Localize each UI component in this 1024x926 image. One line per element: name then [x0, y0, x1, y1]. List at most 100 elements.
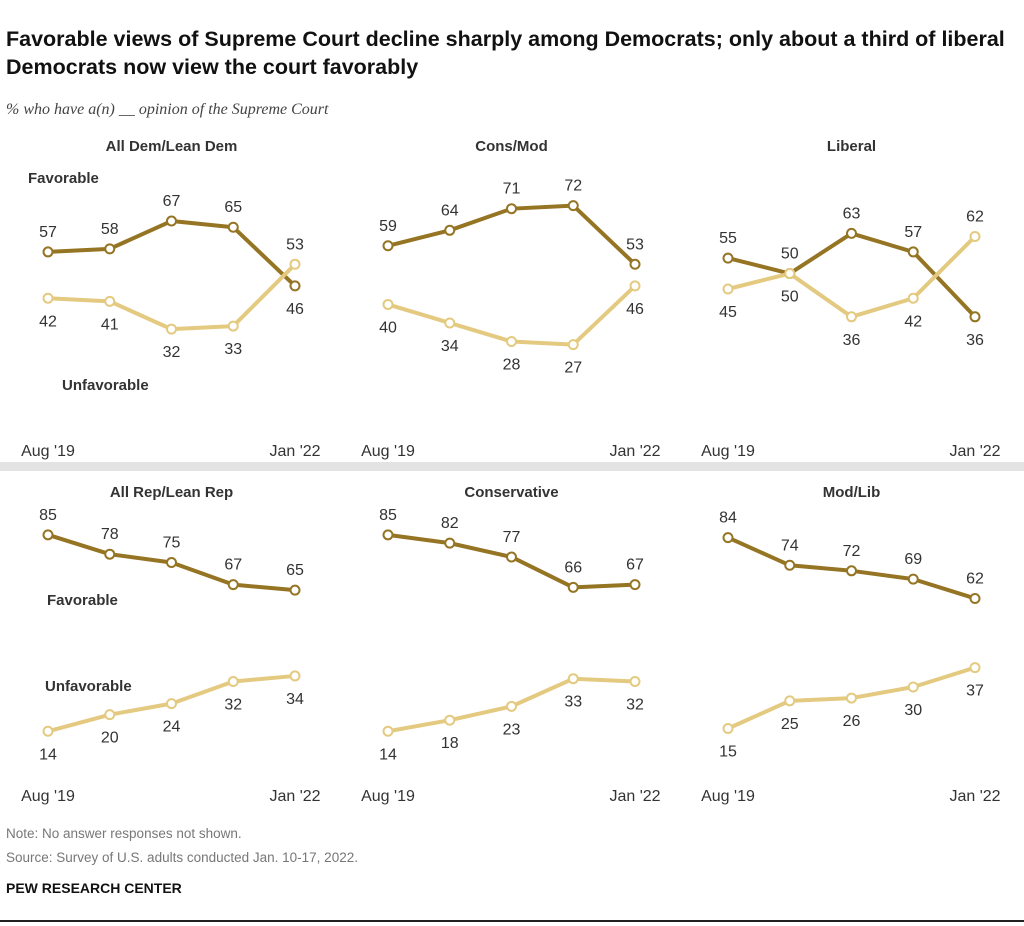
- data-label: 18: [441, 735, 459, 752]
- data-label: 72: [564, 178, 582, 195]
- data-label: 36: [966, 332, 984, 349]
- legend-label: Unfavorable: [45, 678, 132, 695]
- data-label: 23: [503, 721, 521, 738]
- data-label: 24: [163, 719, 181, 736]
- data-label: 82: [441, 515, 459, 532]
- line: [47, 219, 297, 288]
- data-label: 50: [781, 289, 799, 306]
- marker: [969, 230, 981, 242]
- marker: [166, 215, 177, 227]
- data-label: 14: [379, 746, 397, 763]
- data-label: 33: [224, 341, 242, 358]
- marker: [567, 673, 579, 685]
- line: [387, 284, 637, 347]
- data-label: 42: [39, 313, 57, 330]
- data-label: 62: [966, 208, 984, 225]
- data-label: 57: [39, 224, 57, 241]
- data-label: 67: [163, 193, 181, 210]
- data-label: 25: [781, 716, 799, 733]
- data-label: 53: [626, 236, 644, 253]
- data-label: 32: [224, 696, 242, 713]
- marker: [567, 581, 579, 593]
- data-label: 69: [904, 551, 922, 568]
- panel-title: Conservative: [464, 484, 558, 501]
- data-label: 37: [966, 683, 984, 700]
- data-label: 46: [286, 301, 304, 318]
- x-tick-label: Jan '22: [609, 443, 660, 460]
- data-label: 42: [904, 313, 922, 330]
- marker: [846, 311, 857, 323]
- note: Note: No answer responses not shown.: [6, 826, 242, 841]
- data-label: 14: [39, 746, 57, 763]
- x-tick-label: Aug '19: [361, 443, 415, 460]
- marker: [289, 258, 301, 270]
- data-label: 32: [626, 696, 644, 713]
- data-label: 32: [163, 344, 181, 361]
- marker: [382, 240, 394, 252]
- data-label: 28: [503, 357, 521, 374]
- x-tick-label: Aug '19: [21, 788, 75, 805]
- marker: [104, 548, 116, 560]
- marker: [846, 565, 857, 577]
- data-label: 72: [843, 543, 861, 560]
- marker: [104, 709, 116, 721]
- marker: [227, 675, 239, 687]
- marker: [846, 692, 857, 704]
- marker: [629, 579, 641, 591]
- data-label: 20: [101, 730, 119, 747]
- data-label: 45: [719, 304, 737, 321]
- data-label: 75: [163, 535, 181, 552]
- legend-label: Unfavorable: [62, 377, 149, 394]
- marker: [969, 662, 981, 674]
- legend-label: Favorable: [47, 592, 118, 609]
- panel-title: Liberal: [827, 138, 876, 155]
- marker: [382, 725, 394, 737]
- data-label: 34: [286, 691, 304, 708]
- marker: [969, 592, 981, 604]
- marker: [722, 723, 734, 734]
- marker: [784, 268, 796, 280]
- data-label: 71: [503, 181, 521, 198]
- marker: [166, 557, 177, 568]
- data-label: 65: [224, 199, 242, 216]
- marker: [166, 323, 177, 335]
- data-label: 67: [224, 557, 242, 574]
- data-label: 85: [379, 507, 397, 524]
- marker: [567, 339, 579, 351]
- data-label: 58: [101, 221, 119, 238]
- x-tick-label: Aug '19: [701, 788, 755, 805]
- brand: PEW RESEARCH CENTER: [6, 880, 182, 896]
- data-label: 50: [781, 246, 799, 263]
- data-label: 67: [626, 557, 644, 574]
- x-tick-label: Jan '22: [269, 443, 320, 460]
- marker: [42, 292, 54, 304]
- data-label: 53: [286, 236, 304, 253]
- chart-title: Favorable views of Supreme Court decline…: [6, 27, 1005, 79]
- marker: [784, 559, 796, 571]
- marker: [42, 529, 54, 541]
- line: [47, 262, 297, 332]
- marker: [506, 700, 517, 712]
- marker: [104, 243, 116, 255]
- data-label: 84: [719, 510, 737, 527]
- data-label: 46: [626, 301, 644, 318]
- data-label: 30: [904, 702, 922, 719]
- data-label: 36: [843, 332, 861, 349]
- data-label: 78: [101, 526, 119, 543]
- data-label: 66: [564, 559, 582, 576]
- marker: [907, 292, 919, 304]
- marker: [227, 320, 239, 332]
- panel-title: Mod/Lib: [823, 484, 880, 501]
- data-label: 57: [904, 224, 922, 241]
- panel-title: Cons/Mod: [475, 138, 548, 155]
- x-tick-label: Jan '22: [949, 443, 1000, 460]
- marker: [784, 695, 796, 707]
- marker: [289, 584, 301, 596]
- marker: [506, 551, 517, 563]
- marker: [289, 280, 301, 292]
- marker: [907, 681, 919, 693]
- marker: [567, 200, 579, 212]
- marker: [629, 258, 641, 270]
